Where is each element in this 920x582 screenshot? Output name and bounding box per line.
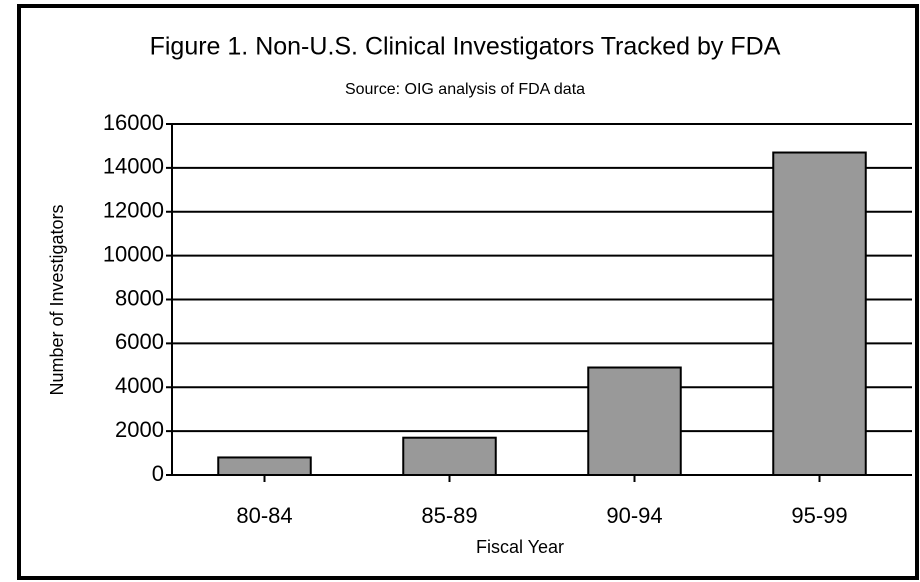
- chart-title: Figure 1. Non-U.S. Clinical Investigator…: [150, 33, 781, 61]
- y-tick-label: 10000: [103, 241, 164, 266]
- y-tick-label: 12000: [103, 198, 164, 223]
- y-tick-label: 2000: [115, 417, 164, 442]
- bar: [772, 151, 867, 477]
- x-tick-label: 80-84: [236, 503, 292, 528]
- chart-frame: [17, 4, 919, 580]
- x-tick-label: 90-94: [606, 503, 662, 528]
- y-axis-label: Number of Investigators: [47, 204, 67, 395]
- y-tick-label: 8000: [115, 285, 164, 310]
- y-tick-label: 0: [152, 461, 164, 486]
- chart-subtitle: Source: OIG analysis of FDA data: [345, 81, 585, 98]
- y-tick-label: 14000: [103, 154, 164, 179]
- bar: [217, 456, 312, 477]
- bar: [402, 436, 497, 476]
- x-tick-label: 95-99: [791, 503, 847, 528]
- y-tick-label: 6000: [115, 329, 164, 354]
- x-axis-label: Fiscal Year: [476, 537, 564, 557]
- y-tick-label: 4000: [115, 373, 164, 398]
- bar: [587, 366, 682, 477]
- x-tick-label: 85-89: [421, 503, 477, 528]
- y-tick-label: 16000: [103, 110, 164, 135]
